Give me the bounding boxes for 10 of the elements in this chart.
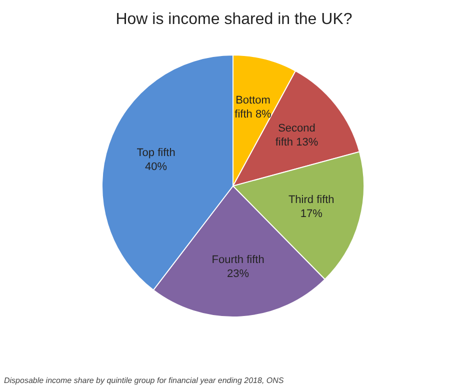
slice-label: Third fifth xyxy=(288,194,334,206)
chart-title: How is income shared in the UK? xyxy=(116,11,352,28)
slice-label: Fourth fifth xyxy=(212,254,264,266)
slice-label: Bottom fifth 8% xyxy=(234,94,272,120)
slice-label: Top fifth xyxy=(136,146,176,159)
data-label: 17% xyxy=(300,208,323,220)
text: Disposable income share by quintile group for financial year ending 2018, ONS xyxy=(4,376,284,385)
data-label: 40% xyxy=(145,160,168,173)
slice-label: Second fifth 13% xyxy=(275,122,318,149)
data-label: 23% xyxy=(227,268,250,280)
